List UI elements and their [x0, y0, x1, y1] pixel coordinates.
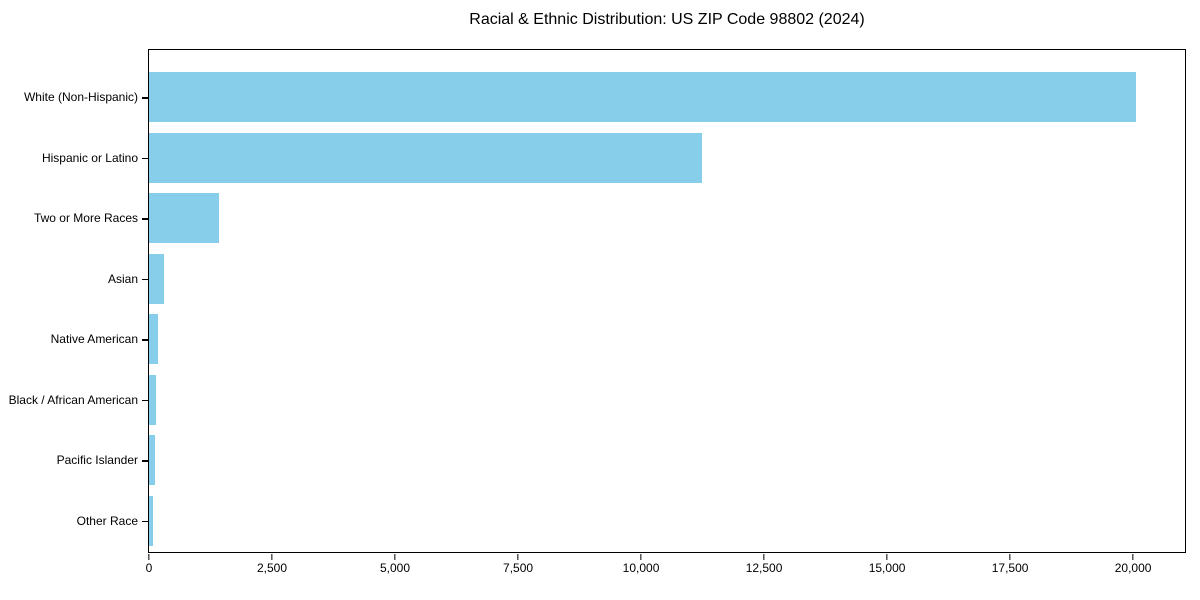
- y-axis-tick-mark: [142, 399, 148, 402]
- x-axis-tick-label: 0: [145, 561, 153, 575]
- x-axis-tick-label: 17,500: [991, 561, 1029, 575]
- y-axis-category-label: Other Race: [76, 513, 138, 528]
- chart-row: White (Non-Hispanic): [24, 67, 1185, 128]
- bar: [149, 374, 157, 425]
- x-axis-tick-label: 7,500: [503, 561, 534, 575]
- x-axis-tick-mark: [763, 554, 765, 560]
- bars-container: White (Non-Hispanic) Hispanic or Latino Tw…: [9, 50, 1185, 552]
- y-axis-tick-mark: [142, 218, 148, 220]
- y-axis-category-label: White (Non-Hispanic): [23, 90, 138, 105]
- y-axis-tick-mark: [142, 520, 148, 523]
- x-axis-tick-mark: [394, 554, 396, 560]
- bar: [149, 435, 155, 486]
- chart-row: Other Race: [77, 491, 1185, 552]
- bar: [149, 253, 165, 304]
- x-axis-tick-label: 15,000: [868, 561, 906, 575]
- y-axis-tick-mark: [142, 97, 148, 99]
- chart-row: Hispanic or Latino: [42, 128, 1185, 189]
- y-axis-category-label: Asian: [107, 271, 138, 286]
- chart-row: Black / African American: [9, 370, 1185, 431]
- bar: [149, 193, 220, 244]
- chart-title: Racial & Ethnic Distribution: US ZIP Cod…: [469, 11, 865, 28]
- chart-row: Pacific Islander: [57, 430, 1185, 491]
- y-axis-tick-mark: [142, 460, 148, 462]
- bar: [149, 72, 1136, 123]
- x-axis-tick-label: 5,000: [380, 561, 411, 575]
- plot-area: White (Non-Hispanic) Hispanic or Latino Tw…: [9, 49, 1186, 575]
- x-axis-tick-mark: [640, 554, 642, 560]
- x-axis-tick-mark: [1132, 554, 1134, 560]
- y-axis-tick-mark: [142, 339, 148, 341]
- chart-row: Two or More Races: [34, 188, 1185, 249]
- bar: [149, 495, 153, 546]
- y-axis-category-label: Native American: [50, 332, 138, 347]
- chart-row: Asian: [108, 249, 1185, 310]
- y-axis-category-label: Two or More Races: [33, 211, 138, 226]
- y-axis-category-label: Black / African American: [8, 392, 138, 407]
- bar: [149, 314, 158, 365]
- x-axis-tick-mark: [1009, 554, 1011, 560]
- x-axis-tick-mark: [517, 554, 519, 560]
- x-axis-tick-label: 12,500: [745, 561, 783, 575]
- x-axis-tick-label: 2,500: [256, 561, 288, 575]
- bar: [149, 132, 702, 183]
- x-axis-tick-mark: [886, 554, 888, 560]
- chart-row: Native American: [51, 309, 1185, 370]
- y-axis-tick-mark: [142, 157, 148, 160]
- x-axis-tick-label: 10,000: [622, 561, 660, 575]
- x-axis-tick-mark: [271, 554, 273, 560]
- y-axis-category-label: Pacific Islander: [56, 453, 138, 468]
- x-axis-tick-mark: [148, 554, 150, 560]
- y-axis-tick-mark: [142, 278, 148, 281]
- x-axis-tick-label: 20,000: [1114, 561, 1152, 575]
- y-axis-category-label: Hispanic or Latino: [41, 150, 138, 165]
